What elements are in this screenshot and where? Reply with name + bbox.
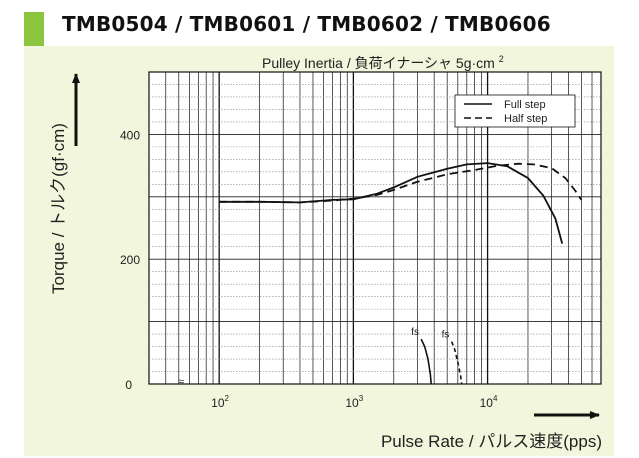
x-tick-label: 102 <box>211 394 229 410</box>
axis-break-mark: ≈ <box>178 376 184 388</box>
y-tick-label: 0 <box>125 378 132 392</box>
fs-curves: fs fs <box>411 327 463 385</box>
y-tick-labels: 0 200 400 <box>120 128 140 392</box>
legend-label-half-step: Half step <box>504 113 547 125</box>
grid <box>149 72 601 384</box>
x-tick-label: 103 <box>345 394 363 410</box>
fs-label: fs <box>411 327 419 338</box>
series-layer <box>219 162 583 244</box>
annotation-superscript: 2 <box>499 54 504 64</box>
legend: Full step Half step <box>454 94 576 128</box>
title-bar: TMB0504 / TMB0601 / TMB0602 / TMB0606 <box>24 8 614 46</box>
x-tick-labels: 102 103 104 <box>211 394 498 410</box>
svg-text:Pulley Inertia / 負荷イナーシャ 5g·cm: Pulley Inertia / 負荷イナーシャ 5g·cm 2 <box>262 54 504 71</box>
legend-box <box>454 94 576 128</box>
y-tick-label: 400 <box>120 128 140 142</box>
legend-label-full-step: Full step <box>504 99 546 111</box>
y-tick-label: 200 <box>120 253 140 267</box>
fs-label: fs <box>442 330 450 341</box>
chart-panel: 0 200 400 102 103 104 Pulse Rate / パルス速度(pps… <box>24 46 614 456</box>
fs-curve-half-step <box>450 341 463 385</box>
x-tick-label: 104 <box>480 394 498 410</box>
annotation-text: Pulley Inertia / 負荷イナーシャ 5g·cm <box>262 55 495 71</box>
x-axis-label: Pulse Rate / パルス速度(pps) <box>381 432 602 451</box>
pulley-inertia-annotation: Pulley Inertia / 負荷イナーシャ 5g·cm 2 <box>262 54 504 71</box>
series-line-half-step <box>219 162 583 204</box>
chart-title: TMB0504 / TMB0601 / TMB0602 / TMB0606 <box>62 12 551 36</box>
y-axis-label: Torque / トルク(gf·cm) <box>49 123 68 294</box>
fs-curve-full-step <box>420 338 432 385</box>
title-accent-block <box>24 12 44 46</box>
torque-chart: 0 200 400 102 103 104 Pulse Rate / パルス速度(pps… <box>49 54 602 451</box>
